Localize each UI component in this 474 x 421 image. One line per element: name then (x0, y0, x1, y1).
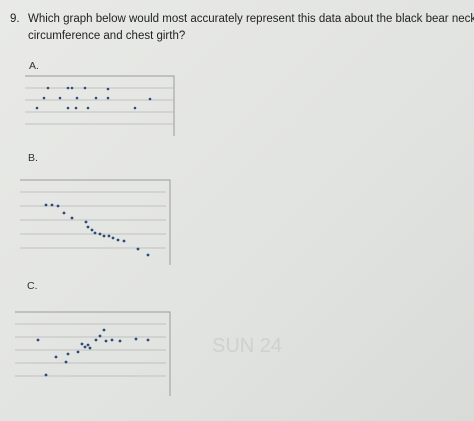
dot (66, 352, 70, 356)
dot (106, 87, 110, 91)
dot (83, 345, 87, 349)
dots (35, 86, 152, 110)
graph-frame (25, 75, 175, 136)
dot (58, 96, 62, 100)
dot (75, 96, 79, 100)
dot (44, 373, 48, 377)
dot (86, 225, 90, 229)
dot (35, 106, 39, 110)
dot (64, 360, 68, 364)
dot (93, 231, 97, 235)
dot (107, 234, 111, 238)
dot (94, 338, 98, 342)
dot (122, 239, 126, 243)
dot (94, 96, 98, 100)
dot (86, 343, 90, 347)
dot (136, 247, 140, 251)
dot (102, 328, 106, 332)
graph-c (15, 311, 171, 396)
graph-frame (15, 311, 171, 396)
dot (44, 203, 48, 207)
dot (50, 203, 54, 207)
graph-b (20, 179, 171, 265)
dot (86, 106, 90, 110)
dot (98, 334, 102, 338)
dots (36, 328, 150, 377)
option-label: A. (29, 60, 39, 72)
dot (46, 86, 50, 90)
question-text: Which graph below would most accurately … (28, 13, 474, 25)
dot (146, 253, 150, 257)
dot (70, 86, 74, 90)
dot (54, 355, 58, 359)
dot (106, 96, 110, 100)
dot (110, 338, 114, 342)
dot (116, 238, 120, 242)
dot (133, 106, 137, 110)
dots (44, 203, 150, 257)
dot (42, 96, 46, 100)
dot (88, 346, 92, 350)
dot (146, 338, 150, 342)
dot (90, 228, 94, 232)
option-label: B. (28, 152, 38, 164)
watermark: SUN 24 (212, 335, 282, 357)
dot (104, 339, 108, 343)
question-number: 9. (10, 13, 20, 25)
dot (148, 97, 152, 101)
graph-frame (20, 179, 171, 265)
dot (36, 338, 40, 342)
dot (74, 106, 78, 110)
dot (66, 86, 70, 90)
graph-a (25, 75, 175, 136)
dot (98, 232, 102, 236)
dot (56, 204, 60, 208)
dot (83, 86, 87, 90)
dot (111, 236, 115, 240)
dot (62, 211, 66, 215)
dot (134, 337, 138, 341)
dot (80, 342, 84, 346)
question-text: circumference and chest girth? (28, 30, 185, 42)
dot (118, 339, 122, 343)
dot (84, 220, 88, 224)
dot (102, 234, 106, 238)
option-label: C. (27, 280, 38, 292)
dot (66, 106, 70, 110)
dot (76, 350, 80, 354)
dot (70, 216, 74, 220)
